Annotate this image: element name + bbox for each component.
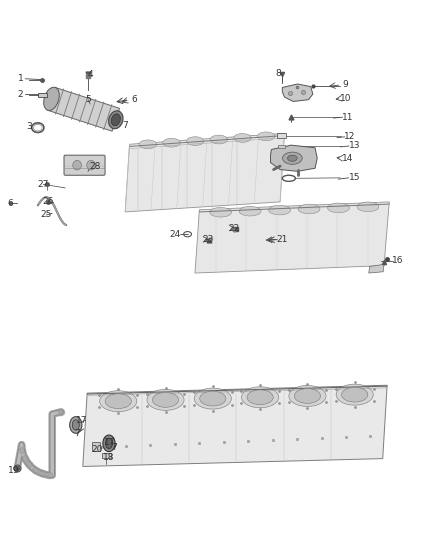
- Bar: [38, 93, 47, 96]
- Text: 2: 2: [18, 90, 23, 99]
- Bar: [92, 442, 100, 451]
- Text: 5: 5: [85, 95, 91, 104]
- Text: 25: 25: [41, 211, 52, 220]
- Text: 14: 14: [342, 154, 353, 163]
- Ellipse shape: [105, 394, 131, 409]
- Ellipse shape: [210, 207, 232, 217]
- FancyBboxPatch shape: [64, 155, 105, 175]
- Ellipse shape: [147, 390, 184, 410]
- Text: 9: 9: [343, 80, 349, 90]
- Ellipse shape: [294, 389, 321, 403]
- Ellipse shape: [328, 203, 350, 213]
- Ellipse shape: [258, 132, 275, 141]
- Text: 28: 28: [89, 163, 100, 172]
- Ellipse shape: [70, 417, 82, 433]
- Ellipse shape: [342, 387, 368, 402]
- Ellipse shape: [103, 435, 115, 451]
- Text: 15: 15: [349, 173, 360, 182]
- Ellipse shape: [247, 390, 273, 405]
- Text: 4: 4: [88, 70, 93, 79]
- Ellipse shape: [72, 420, 79, 430]
- Text: 10: 10: [340, 94, 351, 103]
- Polygon shape: [369, 264, 384, 273]
- Bar: [277, 133, 286, 138]
- Text: 3: 3: [26, 122, 32, 131]
- Ellipse shape: [283, 152, 302, 164]
- Polygon shape: [125, 133, 285, 212]
- Text: 19: 19: [8, 466, 20, 475]
- Ellipse shape: [234, 134, 251, 142]
- Bar: [278, 144, 285, 148]
- Polygon shape: [48, 87, 120, 131]
- Text: 22: 22: [229, 223, 240, 232]
- Text: 11: 11: [342, 112, 353, 122]
- Ellipse shape: [152, 392, 179, 407]
- Text: 26: 26: [42, 197, 53, 206]
- Ellipse shape: [187, 137, 204, 146]
- Ellipse shape: [100, 391, 137, 411]
- Ellipse shape: [87, 160, 95, 170]
- Polygon shape: [83, 385, 387, 466]
- Ellipse shape: [336, 384, 373, 405]
- Ellipse shape: [239, 206, 261, 216]
- Ellipse shape: [194, 388, 231, 409]
- Text: 16: 16: [392, 256, 404, 265]
- Ellipse shape: [163, 139, 180, 147]
- Text: 27: 27: [38, 180, 49, 189]
- Ellipse shape: [298, 204, 320, 214]
- Text: 24: 24: [170, 230, 181, 239]
- Ellipse shape: [73, 160, 81, 170]
- Text: 6: 6: [131, 95, 137, 104]
- Text: 20: 20: [91, 445, 102, 454]
- Text: 7: 7: [122, 121, 128, 130]
- Ellipse shape: [242, 387, 279, 408]
- Ellipse shape: [200, 391, 226, 406]
- Polygon shape: [195, 202, 389, 273]
- Text: 8: 8: [275, 69, 281, 78]
- Text: 21: 21: [277, 235, 288, 244]
- Ellipse shape: [139, 140, 157, 149]
- Ellipse shape: [111, 114, 120, 126]
- Text: 18: 18: [103, 453, 115, 462]
- Text: 23: 23: [202, 235, 214, 244]
- Text: 17: 17: [104, 438, 116, 447]
- Ellipse shape: [288, 155, 297, 161]
- Polygon shape: [283, 84, 313, 101]
- Text: 13: 13: [349, 141, 360, 150]
- Text: 12: 12: [344, 132, 356, 141]
- Text: 17: 17: [76, 416, 87, 425]
- Ellipse shape: [268, 205, 290, 215]
- Text: 7: 7: [111, 443, 117, 452]
- Ellipse shape: [109, 111, 123, 129]
- Bar: [102, 454, 111, 458]
- Ellipse shape: [44, 87, 59, 110]
- Text: 1: 1: [18, 74, 23, 83]
- Ellipse shape: [106, 438, 113, 449]
- Text: 7: 7: [74, 429, 80, 438]
- Ellipse shape: [210, 135, 228, 144]
- Ellipse shape: [357, 202, 379, 212]
- Text: 6: 6: [7, 199, 13, 208]
- Polygon shape: [271, 145, 317, 171]
- Ellipse shape: [289, 385, 326, 407]
